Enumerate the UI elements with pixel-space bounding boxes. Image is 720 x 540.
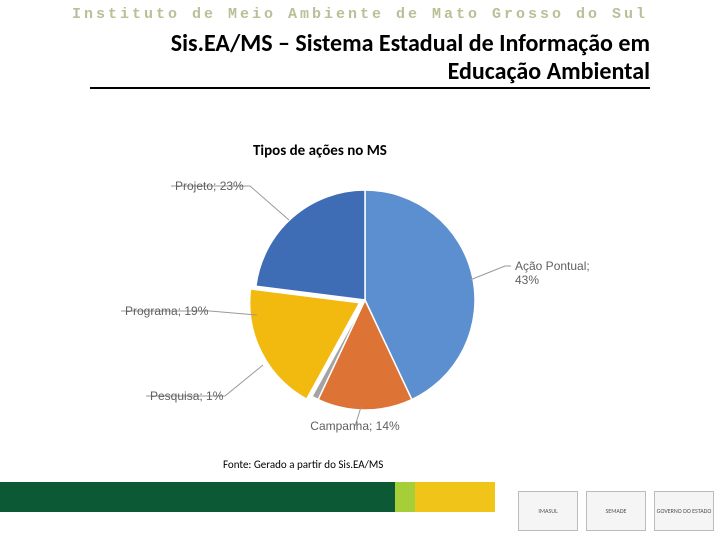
pie-label: Ação Pontual;43%	[515, 259, 590, 287]
chart-title: Tipos de ações no MS	[253, 142, 387, 160]
footer-bar-yellow	[415, 482, 495, 512]
institute-header: Instituto de Meio Ambiente de Mato Gross…	[0, 6, 720, 23]
leader-line	[470, 266, 511, 280]
footer-bar-lime	[395, 482, 415, 512]
chart-source: Fonte: Gerado a partir do Sis.EA/MS	[223, 458, 383, 471]
title-line-1: Sis.EA/MS – Sistema Estadual de Informaç…	[171, 29, 650, 58]
pie-label: Pesquisa; 1%	[150, 389, 224, 403]
page-title: Sis.EA/MS – Sistema Estadual de Informaç…	[90, 30, 650, 89]
pie-chart: Ação Pontual;43% Campanha; 14% Pesquisa; 1…	[65, 165, 655, 440]
logo-semade: SEMADE	[586, 491, 646, 531]
pie-label: Projeto; 23%	[175, 179, 244, 193]
pie-label: Programa; 19%	[125, 304, 209, 318]
logo-governo: GOVERNO DO ESTADO	[654, 491, 714, 531]
title-line-2: Educação Ambiental	[448, 57, 650, 86]
logo-imasul: IMASUL	[518, 491, 578, 531]
footer-bar-green	[0, 482, 395, 512]
pie-label: Campanha; 14%	[310, 419, 400, 433]
pie-slice-projeto	[256, 190, 365, 300]
footer-logos: IMASUL SEMADE GOVERNO DO ESTADO	[518, 490, 714, 532]
